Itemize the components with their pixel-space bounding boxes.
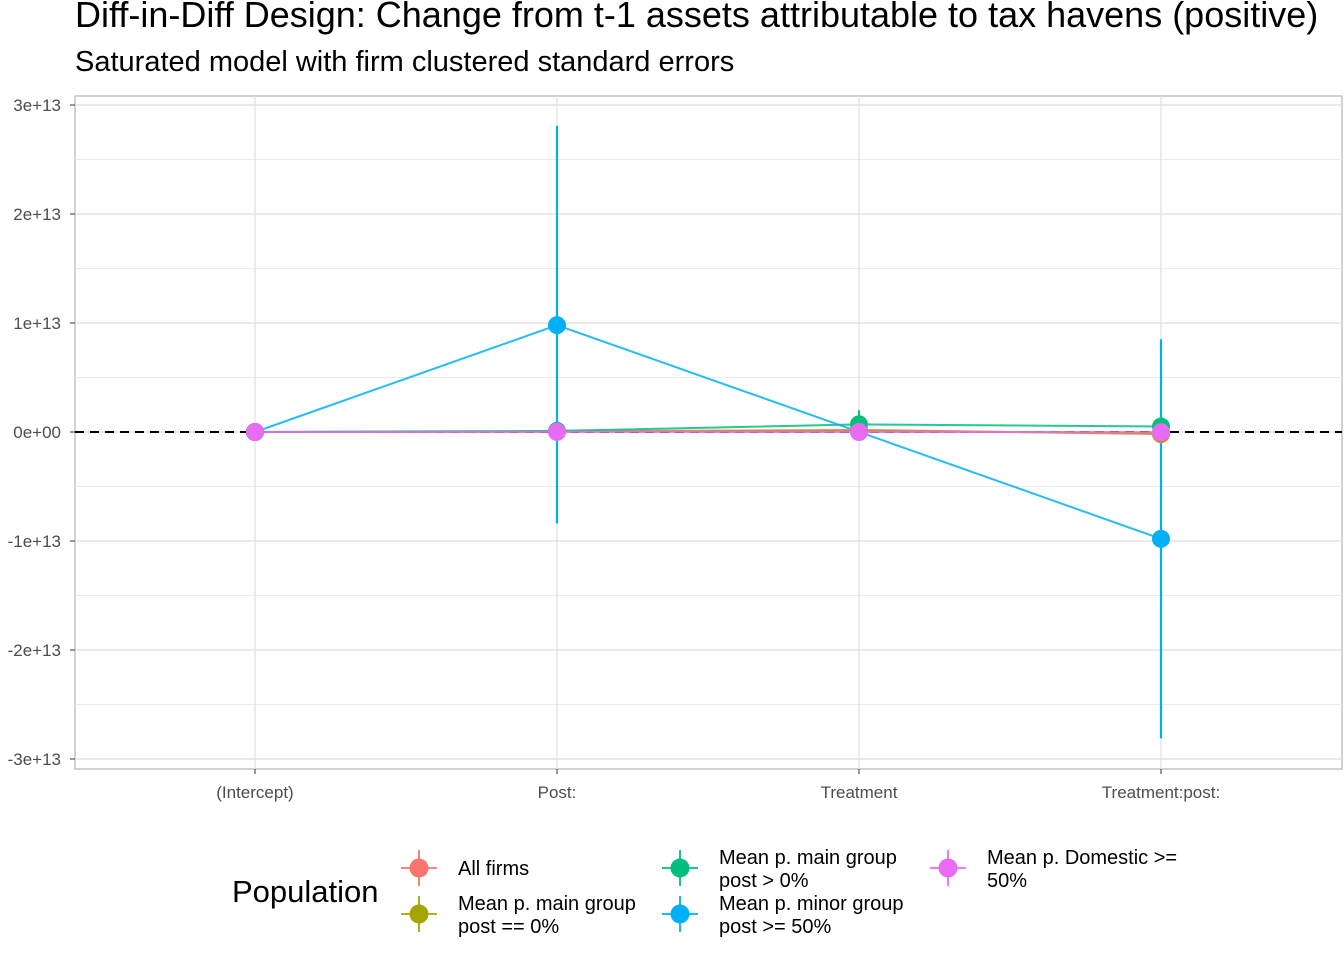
data-marks	[246, 125, 1170, 739]
legend-label-line: post >= 50%	[719, 916, 832, 938]
x-tick-label: (Intercept)	[216, 783, 293, 802]
legend-label: Mean p. minor group post >= 50%	[719, 893, 904, 939]
y-axis: 3e+13 2e+13 1e+13 0e+00 -1e+13 -2e+13 -3e+13	[8, 96, 75, 769]
y-tick-label: -3e+13	[8, 750, 61, 769]
series-5-point	[548, 422, 566, 441]
legend-label-line: Mean p. main group	[458, 893, 636, 915]
y-tick-label: -2e+13	[8, 641, 61, 660]
legend-label: Mean p. Domestic >= 50%	[987, 847, 1177, 893]
legend-label-line: 50%	[987, 870, 1028, 892]
legend-title: Population	[232, 874, 379, 909]
legend-label-line: Mean p. main group	[719, 847, 897, 869]
legend-key-point	[409, 904, 429, 924]
legend-label: All firms	[458, 858, 529, 881]
chart-subtitle: Saturated model with firm clustered stan…	[75, 46, 735, 78]
legend-label-line: All firms	[458, 858, 530, 880]
x-axis: (Intercept) Post: Treatment Treatment:post:	[216, 769, 1220, 802]
legend-label-line: post > 0%	[719, 870, 809, 892]
y-tick-label: 0e+00	[13, 423, 61, 442]
legend-key-point	[670, 904, 690, 924]
legend-label: Mean p. main group post == 0%	[458, 893, 636, 939]
legend-key-point	[938, 858, 958, 878]
x-tick-label: Treatment	[821, 783, 898, 802]
x-tick-label: Post:	[538, 783, 577, 802]
series-5-point	[1152, 423, 1170, 442]
series-4-point	[1152, 529, 1170, 548]
legend-label-line: post == 0%	[458, 916, 560, 938]
series-4-point	[548, 316, 566, 335]
y-tick-label: 3e+13	[13, 96, 61, 115]
x-tick-label: Treatment:post:	[1102, 783, 1220, 802]
series-4-line	[254, 324, 1162, 540]
legend-label: Mean p. main group post > 0%	[719, 847, 897, 893]
legend-keys	[401, 850, 966, 932]
y-tick-label: 2e+13	[13, 205, 61, 224]
y-tick-label: 1e+13	[13, 314, 61, 333]
legend-label-line: Mean p. Domestic >=	[987, 847, 1178, 869]
chart-title: Diff-in-Diff Design: Change from t-1 ass…	[75, 0, 1319, 35]
series-5-point	[850, 423, 868, 441]
legend-label-line: Mean p. minor group	[719, 893, 904, 915]
series-5-point	[246, 423, 264, 441]
legend-key-point	[670, 858, 690, 878]
legend-key-point	[409, 858, 429, 878]
y-tick-label: -1e+13	[8, 532, 61, 551]
